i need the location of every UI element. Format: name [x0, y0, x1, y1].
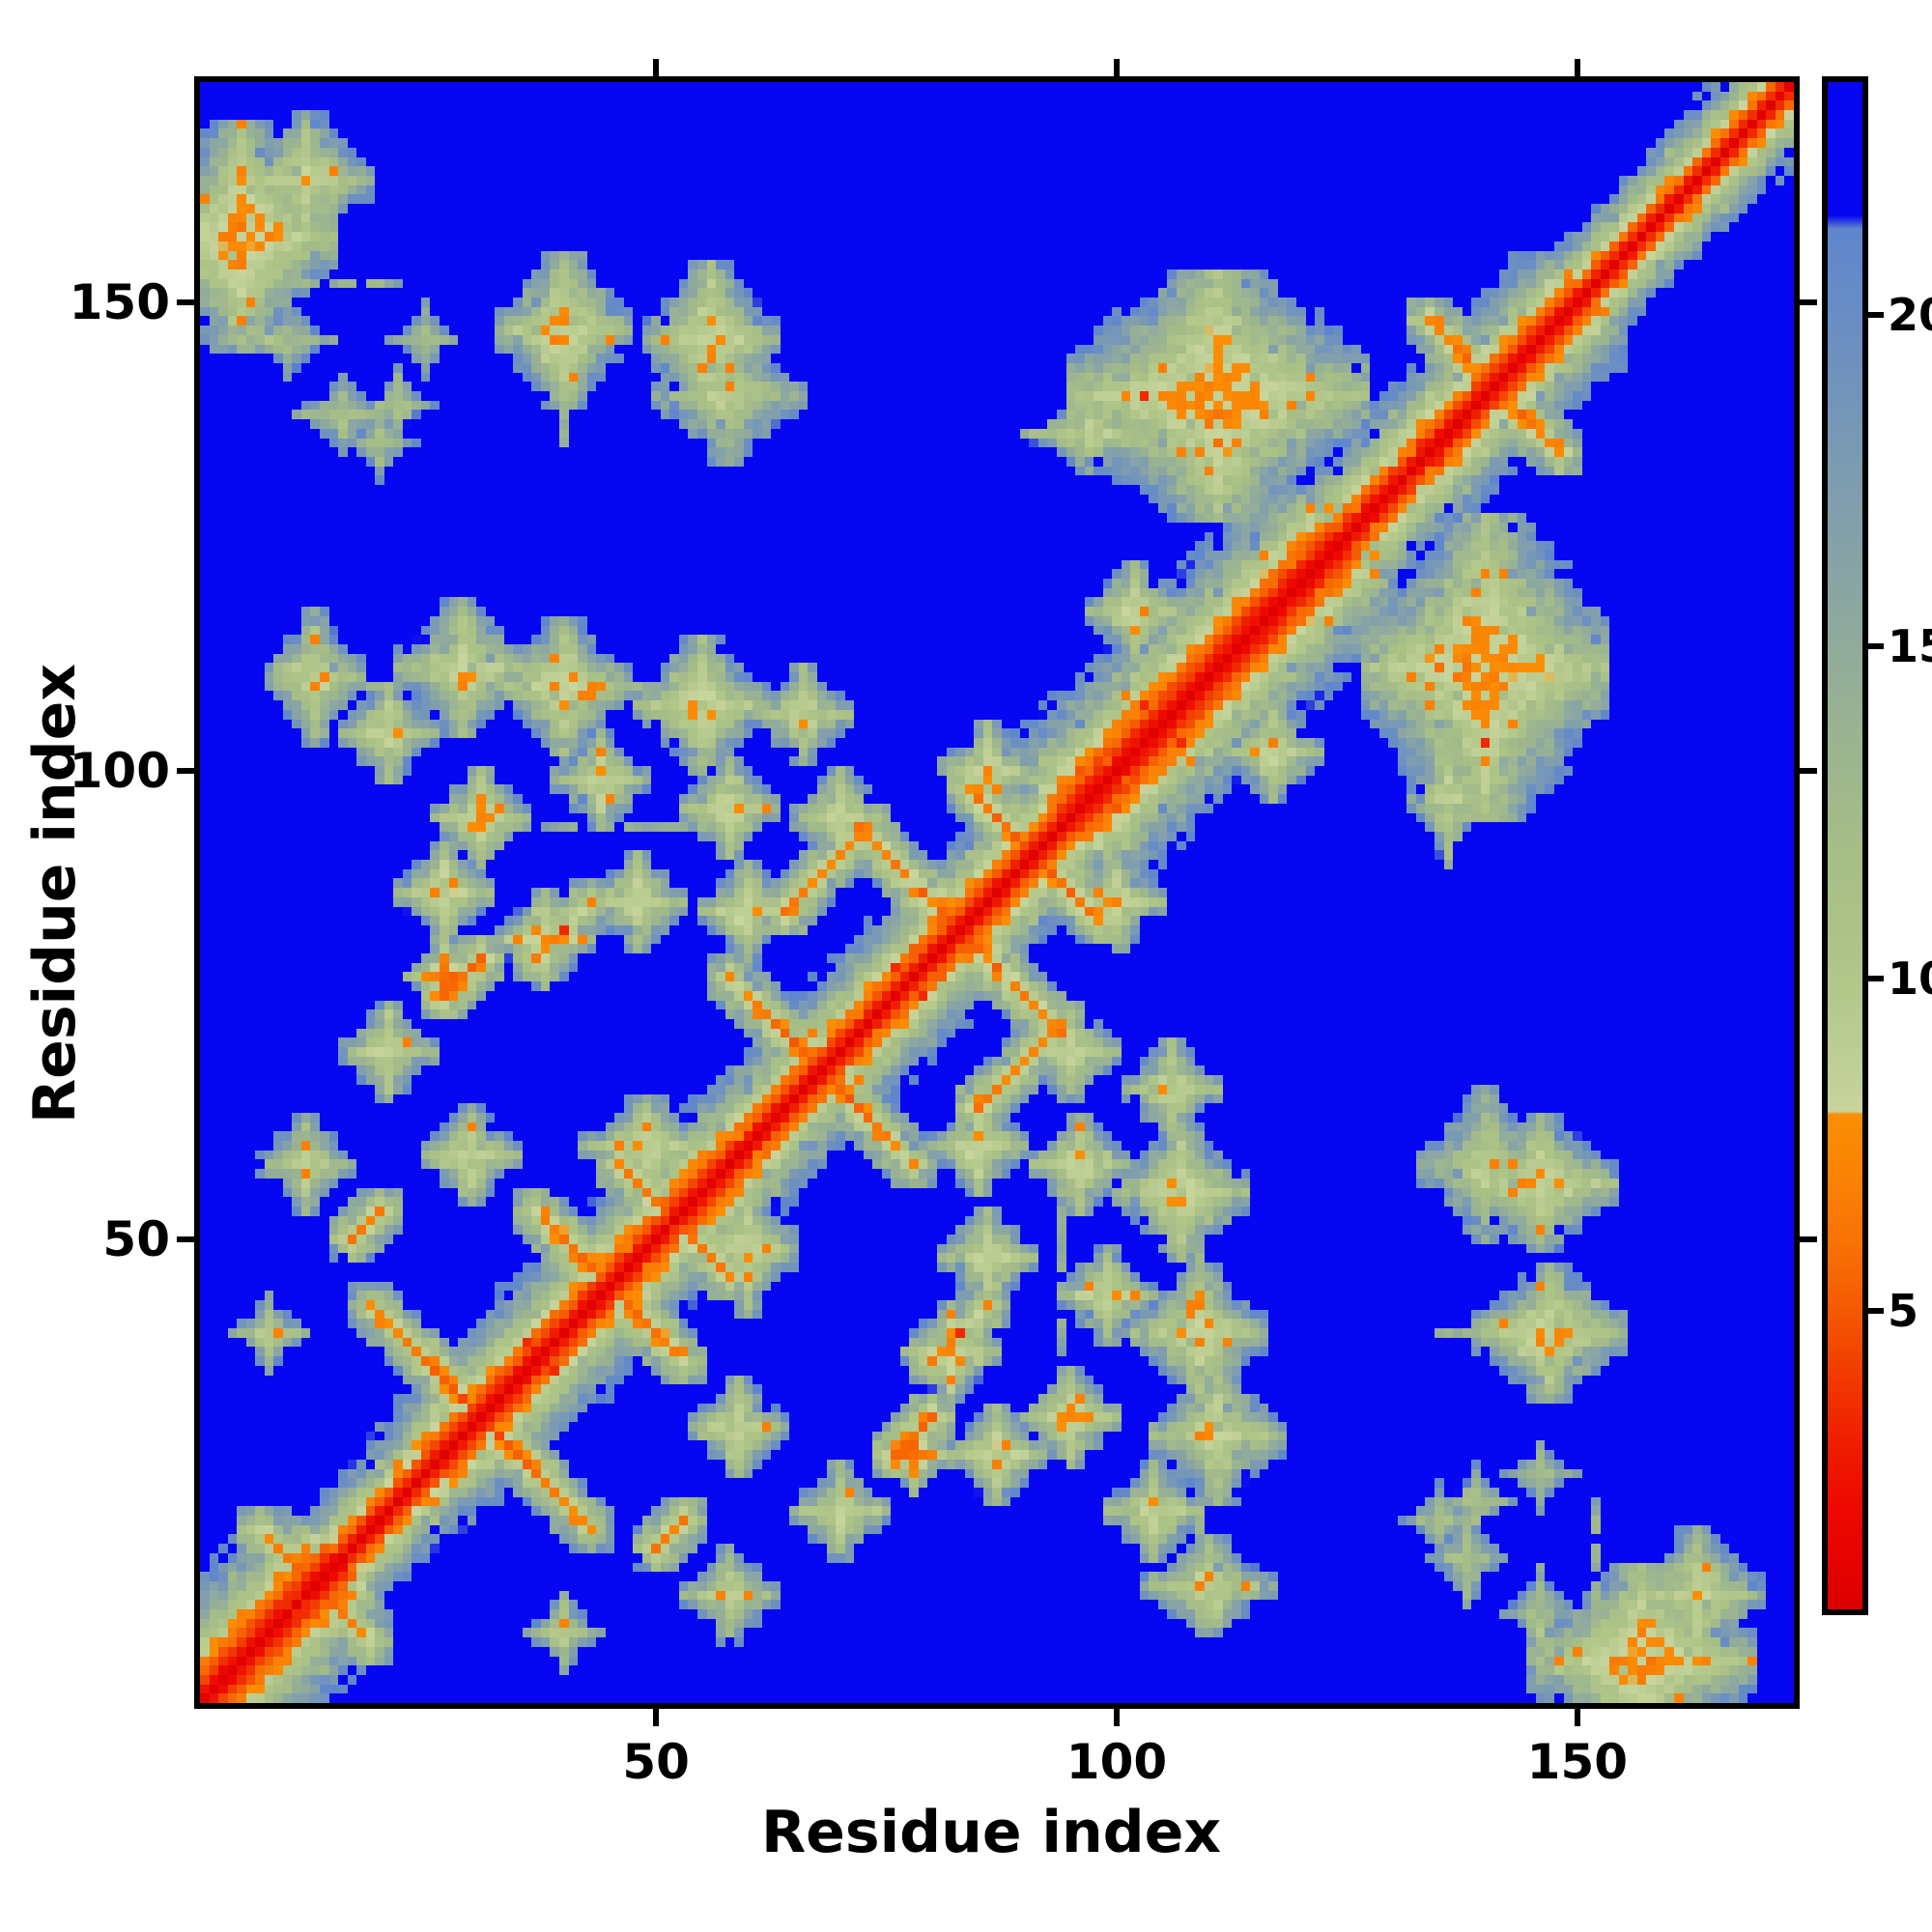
y-tick-mark-right — [1800, 1236, 1817, 1242]
x-tick-mark-top — [1113, 59, 1120, 76]
y-tick-label: 100 — [69, 742, 170, 799]
y-tick-mark — [177, 767, 194, 774]
colorbar-gradient — [1828, 82, 1862, 1609]
colorbar-tick-mark — [1868, 975, 1884, 981]
y-tick-mark — [177, 298, 194, 305]
colorbar-tick-mark — [1868, 1307, 1884, 1314]
x-tick-mark-top — [1574, 59, 1580, 76]
colorbar-tick-label: 15 — [1888, 620, 1932, 673]
y-tick-mark — [177, 1236, 194, 1242]
colorbar — [1822, 76, 1868, 1615]
x-tick-mark — [653, 1709, 660, 1726]
colorbar-tick-mark — [1868, 311, 1884, 318]
colorbar-tick-label: 10 — [1888, 952, 1932, 1005]
y-tick-mark-right — [1800, 767, 1817, 774]
x-tick-mark — [1574, 1709, 1580, 1726]
x-tick-label: 50 — [622, 1734, 690, 1790]
distance-matrix-heatmap — [200, 82, 1794, 1703]
colorbar-tick-label: 20 — [1888, 288, 1932, 341]
y-axis-title: Residue index — [21, 663, 89, 1124]
colorbar-tick-mark — [1868, 643, 1884, 650]
y-tick-label: 50 — [102, 1210, 170, 1267]
y-tick-mark-right — [1800, 298, 1817, 305]
x-tick-mark — [1113, 1709, 1120, 1726]
colorbar-tick-label: 5 — [1888, 1284, 1919, 1337]
plot-area — [194, 76, 1800, 1709]
x-tick-label: 150 — [1526, 1734, 1629, 1790]
x-tick-label: 100 — [1065, 1734, 1168, 1790]
x-axis-title: Residue index — [760, 1799, 1222, 1866]
y-tick-label: 150 — [69, 273, 170, 330]
x-tick-mark-top — [653, 59, 660, 76]
